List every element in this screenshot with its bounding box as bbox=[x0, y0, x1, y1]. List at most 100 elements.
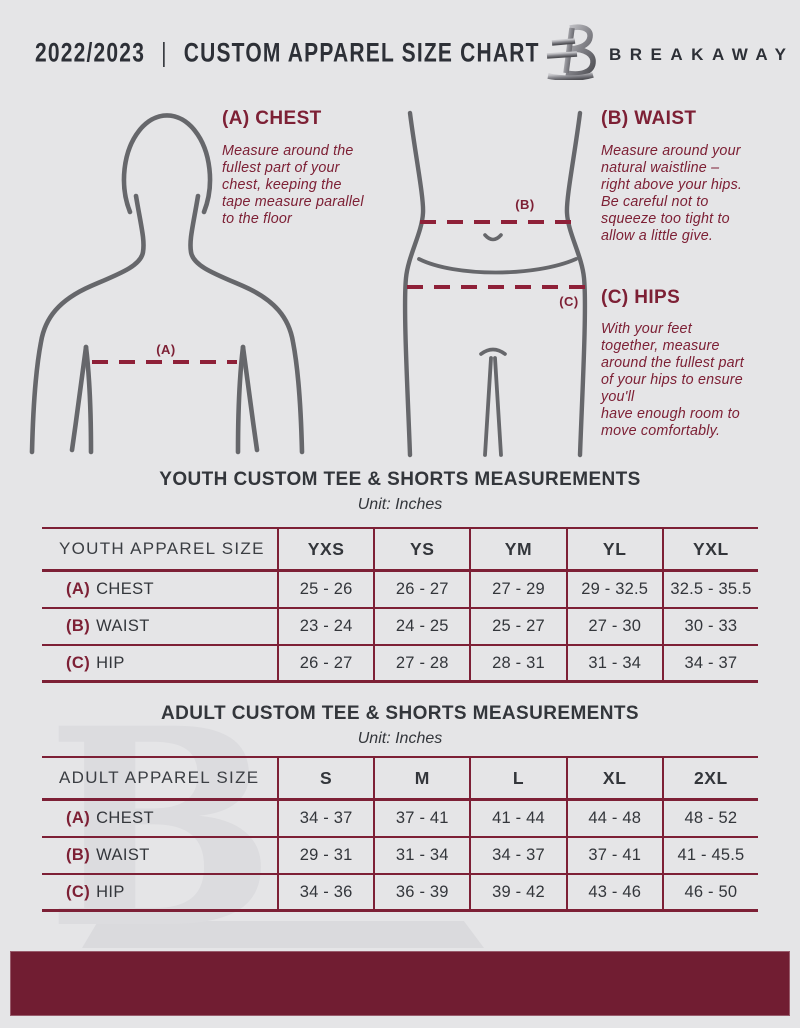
row-label-text: WAIST bbox=[96, 617, 150, 635]
row-label-waist: (B) WAIST bbox=[42, 609, 277, 644]
measurement-cell: 25 - 26 bbox=[277, 572, 373, 607]
row-label-waist: (B) WAIST bbox=[42, 838, 277, 873]
waist-heading: (B) WAIST bbox=[601, 108, 697, 129]
measurement-cell: 41 - 44 bbox=[469, 801, 565, 836]
size-header-yl: YL bbox=[565, 529, 662, 569]
measurement-cell: 31 - 34 bbox=[565, 646, 662, 680]
measurement-cell: 27 - 30 bbox=[565, 609, 662, 644]
right-shoulder-arm-outline bbox=[188, 193, 305, 455]
size-header-ym: YM bbox=[469, 529, 565, 569]
breakaway-logo-icon bbox=[546, 24, 596, 80]
row-label-text: HIP bbox=[96, 882, 125, 901]
logo-base-bar bbox=[547, 72, 594, 80]
right-chest-side bbox=[235, 344, 246, 455]
right-inner-arm bbox=[240, 344, 260, 453]
left-inner-leg bbox=[483, 356, 493, 457]
youth-waist-row: (B) WAIST 23 - 24 24 - 25 25 - 27 27 - 3… bbox=[42, 609, 758, 646]
size-header-yxs: YXS bbox=[277, 529, 373, 569]
adult-waist-row: (B) WAIST 29 - 31 31 - 34 34 - 37 37 - 4… bbox=[42, 838, 758, 875]
youth-table-title: YOUTH CUSTOM TEE & SHORTS MEASUREMENTS bbox=[159, 469, 641, 490]
youth-chest-row: (A) CHEST 25 - 26 26 - 27 27 - 29 29 - 3… bbox=[42, 572, 758, 609]
watermark-letter-b: B bbox=[46, 670, 276, 989]
row-label-chest: (A) CHEST bbox=[42, 801, 277, 836]
logo-top-bar bbox=[551, 38, 576, 46]
measurement-cell: 23 - 24 bbox=[277, 609, 373, 644]
waist-instructions: Measure around your natural waistline – … bbox=[601, 143, 743, 244]
size-header-ys: YS bbox=[373, 529, 469, 569]
size-header-s: S bbox=[277, 758, 373, 798]
chest-instructions: Measure around the fullest part of your … bbox=[222, 143, 364, 227]
measurement-cell: 34 - 37 bbox=[277, 801, 373, 836]
row-prefix: (B) bbox=[66, 846, 91, 864]
size-header-l: L bbox=[469, 758, 565, 798]
measurement-cell: 37 - 41 bbox=[373, 801, 469, 836]
size-header-m: M bbox=[373, 758, 469, 798]
youth-header-row: YOUTH APPAREL SIZE YXS YS YM YL YXL bbox=[42, 529, 758, 572]
footer-bar bbox=[10, 951, 790, 1016]
head-outline bbox=[121, 113, 213, 215]
measurement-cell: 31 - 34 bbox=[373, 838, 469, 873]
logo-mid-bar bbox=[546, 51, 578, 59]
measurement-cell: 34 - 36 bbox=[277, 875, 373, 909]
row-prefix: (C) bbox=[66, 653, 91, 672]
crotch-curve bbox=[479, 347, 507, 356]
measurement-cell: 29 - 32.5 bbox=[565, 572, 662, 607]
waist-marker-label: (B) bbox=[515, 197, 535, 212]
measurement-cell: 27 - 29 bbox=[469, 572, 565, 607]
measurement-cell: 43 - 46 bbox=[565, 875, 662, 909]
row-label-text: CHEST bbox=[96, 580, 155, 598]
measurement-cell: 26 - 27 bbox=[277, 646, 373, 680]
measurement-cell: 30 - 33 bbox=[661, 609, 758, 644]
row-label-chest: (A) CHEST bbox=[42, 572, 277, 607]
youth-table-unit: Unit: Inches bbox=[357, 496, 443, 513]
measurement-cell: 32.5 - 35.5 bbox=[661, 572, 758, 607]
chest-marker-label: (A) bbox=[156, 342, 176, 357]
adult-chest-row: (A) CHEST 34 - 37 37 - 41 41 - 44 44 - 4… bbox=[42, 801, 758, 838]
size-header-xl: XL bbox=[565, 758, 662, 798]
measurement-cell: 34 - 37 bbox=[469, 838, 565, 873]
right-inner-leg bbox=[493, 356, 503, 457]
measurement-cell: 46 - 50 bbox=[661, 875, 758, 909]
youth-hip-row: (C) HIP 26 - 27 27 - 28 28 - 31 31 - 34 … bbox=[42, 646, 758, 683]
left-chest-side bbox=[83, 344, 94, 455]
watermark-base-stroke bbox=[82, 921, 484, 948]
row-label-hip: (C) HIP bbox=[42, 646, 277, 680]
size-header-yxl: YXL bbox=[661, 529, 758, 569]
measurement-cell: 39 - 42 bbox=[469, 875, 565, 909]
measurement-cell: 27 - 28 bbox=[373, 646, 469, 680]
measurement-cell: 29 - 31 bbox=[277, 838, 373, 873]
hip-marker-label: (C) bbox=[559, 294, 579, 309]
measurement-cell: 24 - 25 bbox=[373, 609, 469, 644]
measurement-cell: 44 - 48 bbox=[565, 801, 662, 836]
row-prefix: (C) bbox=[66, 882, 91, 901]
left-shoulder-arm-outline bbox=[29, 193, 146, 455]
torso-right-side bbox=[564, 110, 588, 458]
youth-size-table: YOUTH APPAREL SIZE YXS YS YM YL YXL (A) … bbox=[42, 527, 758, 683]
hips-heading: (C) HIPS bbox=[601, 287, 681, 308]
adult-size-column-header: ADULT APPAREL SIZE bbox=[59, 768, 260, 787]
row-label-hip: (C) HIP bbox=[42, 875, 277, 909]
row-label-text: CHEST bbox=[96, 809, 155, 827]
document-title: 2022/2023 | CUSTOM APPAREL SIZE CHART bbox=[35, 39, 540, 70]
adult-table-title: ADULT CUSTOM TEE & SHORTS MEASUREMENTS bbox=[161, 703, 639, 724]
measurement-cell: 34 - 37 bbox=[661, 646, 758, 680]
measurement-cell: 48 - 52 bbox=[661, 801, 758, 836]
measurement-cell: 36 - 39 bbox=[373, 875, 469, 909]
adult-table-unit: Unit: Inches bbox=[357, 730, 443, 747]
brand-name: BREAKAWAY bbox=[609, 45, 795, 64]
logo-b-stem bbox=[563, 27, 575, 74]
hip-crease-line bbox=[417, 257, 578, 275]
row-prefix: (B) bbox=[66, 617, 91, 635]
adult-size-table: ADULT APPAREL SIZE S M L XL 2XL (A) CHES… bbox=[42, 756, 758, 912]
row-label-text: HIP bbox=[96, 653, 125, 672]
torso-left-side bbox=[402, 110, 426, 458]
measurement-cell: 41 - 45.5 bbox=[661, 838, 758, 873]
title-divider: | bbox=[161, 38, 168, 69]
chest-figure-illustration bbox=[29, 113, 305, 455]
chest-heading: (A) CHEST bbox=[222, 108, 322, 129]
measurement-cell: 26 - 27 bbox=[373, 572, 469, 607]
measurement-cell: 37 - 41 bbox=[565, 838, 662, 873]
youth-size-column-header: YOUTH APPAREL SIZE bbox=[59, 539, 265, 558]
adult-header-row: ADULT APPAREL SIZE S M L XL 2XL bbox=[42, 758, 758, 801]
